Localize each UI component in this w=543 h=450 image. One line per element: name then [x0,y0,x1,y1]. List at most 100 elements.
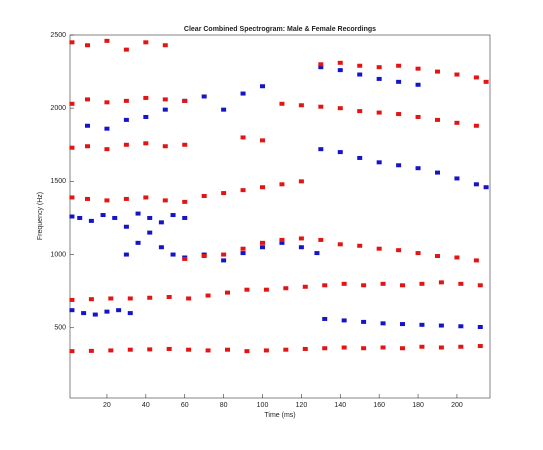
spectral-point [419,281,425,286]
spectral-point [435,117,440,122]
spectral-point [205,348,211,353]
spectral-point [135,211,141,216]
spectral-point [147,295,153,300]
spectral-point [318,104,324,109]
spectral-point [322,316,328,321]
spectral-point [341,318,347,323]
spectral-point [162,198,168,203]
spectral-point [69,145,75,150]
spectral-point [473,182,479,187]
spectral-point [69,40,75,45]
x-tick-label: 80 [220,402,228,409]
spectral-point [415,82,421,87]
spectral-point [69,195,75,200]
spectral-point [85,43,90,48]
y-tick-label: 1500 [50,178,66,185]
spectral-point [182,98,188,103]
spectral-point [162,107,168,112]
x-tick-label: 20 [103,402,111,409]
spectral-point [260,240,265,245]
spectral-point [123,47,129,52]
spectral-point [123,252,129,257]
spectral-point [415,66,421,71]
spectral-point [127,347,133,352]
spectral-point [162,144,168,149]
spectral-point [104,100,110,105]
spectral-point [221,191,227,196]
spectral-point [225,347,230,352]
spectral-point [298,245,304,250]
spectral-point [104,38,110,43]
spectral-point [380,345,386,350]
spectral-point [322,283,328,288]
spectral-point [438,280,444,285]
spectral-point [380,321,386,326]
spectral-point [361,319,367,324]
spectral-point [435,170,440,175]
spectral-point [302,346,308,351]
spectral-point [473,123,479,128]
spectral-point [279,237,285,242]
spectral-point [201,94,207,99]
spectral-point [182,142,188,147]
spectral-point [318,147,324,152]
spectral-point [396,79,402,84]
spectral-point [400,283,405,288]
spectral-point [396,163,402,168]
spectral-point [88,297,94,302]
spectral-point [77,215,83,220]
spectral-point [166,295,172,300]
spectral-point [186,347,192,352]
spectral-point [104,126,110,131]
spectral-point [376,65,382,70]
spectral-point [158,220,164,225]
spectral-point [376,246,382,251]
spectral-point [108,296,114,301]
spectral-point [81,311,87,316]
spectral-point [341,345,347,350]
spectral-point [376,76,382,81]
spectral-point [69,214,75,219]
spectral-point [85,196,90,201]
spectral-point [244,287,250,292]
spectral-point [400,346,405,351]
spectral-point [201,254,207,259]
spectral-point [419,344,425,349]
spectral-point [302,284,308,289]
spectral-point [376,110,382,115]
spectral-point [357,155,363,160]
spectral-point [143,40,149,45]
spectral-point [376,160,382,165]
x-tick-label: 160 [373,402,385,409]
y-tick-label: 1000 [50,251,66,258]
spectral-point [85,97,90,102]
spectral-point [263,287,269,292]
spectral-point [396,112,402,117]
spectral-point [337,68,343,73]
spectral-point [283,286,289,291]
spectral-point [419,322,425,327]
spectral-point [240,91,246,96]
y-tick-label: 500 [54,325,66,332]
spectral-point [182,256,188,261]
spectral-point [158,245,164,250]
spectral-point [454,176,460,181]
spectral-point [69,349,75,354]
spectral-point [147,230,153,235]
spectral-point [123,117,129,122]
spectral-point [104,147,110,152]
spectral-point [205,293,211,298]
spectral-point [240,251,246,256]
spectral-point [314,251,320,256]
spectral-point [127,311,133,316]
spectral-point [477,325,483,330]
spectral-point [415,114,421,119]
spectral-point [116,308,122,313]
plot-area [69,34,491,399]
spectral-point [415,251,421,256]
spectral-point [244,349,250,354]
spectral-point [88,218,94,223]
spectral-point [380,281,386,286]
spectral-point [143,195,149,200]
